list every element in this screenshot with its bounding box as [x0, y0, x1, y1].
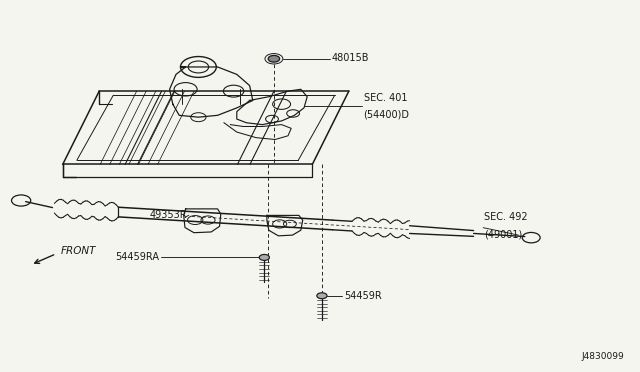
Circle shape — [268, 55, 280, 62]
Text: (49001): (49001) — [484, 229, 523, 239]
Circle shape — [317, 293, 327, 299]
Text: 54459R: 54459R — [344, 291, 382, 301]
Text: FRONT: FRONT — [61, 246, 96, 256]
Text: J4830099: J4830099 — [581, 352, 624, 361]
Text: SEC. 492: SEC. 492 — [484, 212, 528, 222]
Circle shape — [259, 254, 269, 260]
Text: 54459RA: 54459RA — [115, 253, 159, 262]
Text: (54400)D: (54400)D — [364, 109, 410, 119]
Text: 49353R: 49353R — [149, 210, 187, 220]
Text: 48015B: 48015B — [332, 53, 369, 62]
Text: SEC. 401: SEC. 401 — [364, 93, 407, 103]
